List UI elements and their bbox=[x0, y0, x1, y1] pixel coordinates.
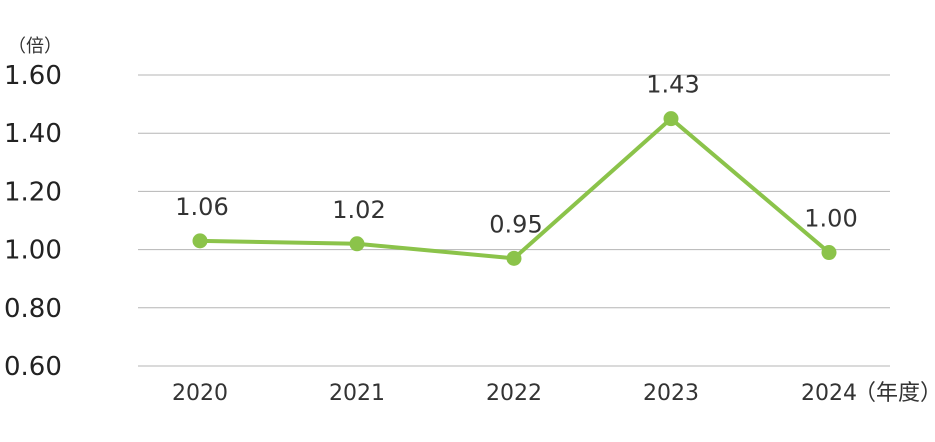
y-axis-ticks: 1.60 1.40 1.20 1.00 0.80 0.60 bbox=[4, 61, 62, 382]
data-point bbox=[349, 236, 365, 252]
x-tick-label: 2024 bbox=[801, 381, 857, 406]
x-tick-label: 2022 bbox=[486, 381, 542, 406]
data-label: 0.95 bbox=[489, 210, 542, 238]
data-label: 1.02 bbox=[332, 196, 385, 224]
data-label: 1.06 bbox=[175, 193, 228, 221]
x-tick-label: 2021 bbox=[329, 381, 385, 406]
data-point bbox=[663, 111, 679, 127]
x-axis-unit-label: （年度） bbox=[854, 381, 935, 406]
x-tick-label: 2020 bbox=[172, 381, 228, 406]
y-tick-label: 1.00 bbox=[4, 236, 62, 266]
data-label: 1.00 bbox=[804, 205, 857, 233]
x-axis-ticks: 2020 2021 2022 2023 2024（年度） bbox=[172, 381, 935, 406]
data-point bbox=[506, 250, 522, 266]
y-axis-unit-label: （倍） bbox=[8, 36, 62, 57]
y-tick-label: 1.60 bbox=[4, 61, 62, 91]
series-line-group bbox=[192, 111, 837, 266]
y-tick-label: 0.60 bbox=[4, 352, 62, 382]
y-tick-label: 1.40 bbox=[4, 119, 62, 149]
data-point bbox=[821, 245, 837, 261]
data-label: 1.43 bbox=[646, 71, 699, 99]
y-tick-label: 0.80 bbox=[4, 294, 62, 324]
data-point bbox=[192, 233, 208, 249]
gridlines bbox=[138, 74, 890, 367]
x-tick-label: 2023 bbox=[643, 381, 699, 406]
data-labels: 1.06 1.02 0.95 1.43 1.00 bbox=[175, 71, 857, 239]
y-tick-label: 1.20 bbox=[4, 177, 62, 207]
